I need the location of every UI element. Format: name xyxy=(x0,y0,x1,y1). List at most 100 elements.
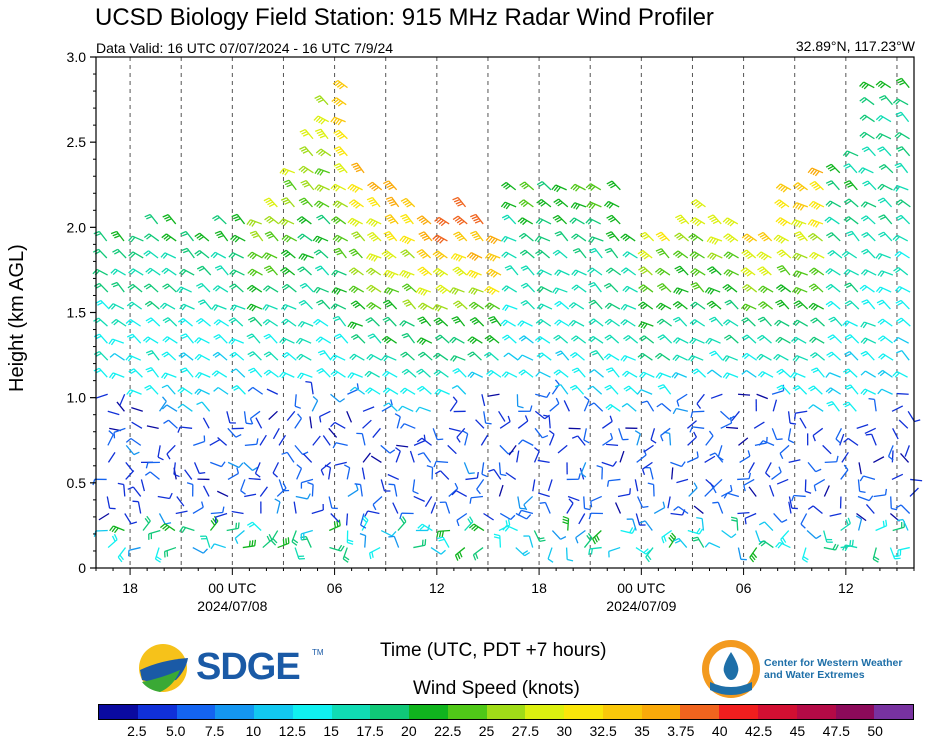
wind-barb xyxy=(696,393,705,409)
wind-barb xyxy=(261,252,278,261)
wind-barb xyxy=(517,439,534,446)
wind-barb xyxy=(890,496,898,511)
wind-barb xyxy=(249,230,264,242)
wind-barb xyxy=(184,469,193,480)
wind-barb xyxy=(452,300,468,310)
wind-barb xyxy=(399,387,416,395)
wind-barb xyxy=(636,389,653,395)
wind-barb xyxy=(825,200,841,208)
wind-barb xyxy=(825,283,841,293)
wind-barb xyxy=(773,513,788,523)
wind-barb xyxy=(587,267,603,276)
wind-barb xyxy=(475,419,485,429)
wind-barb xyxy=(655,248,670,259)
wind-barb xyxy=(231,510,244,515)
wind-barb xyxy=(724,299,739,310)
wind-barb xyxy=(281,352,297,361)
wind-barb xyxy=(195,318,211,327)
wind-barb xyxy=(107,430,114,446)
wind-barb xyxy=(775,336,791,344)
wind-barb xyxy=(194,250,210,259)
wind-barb xyxy=(900,453,910,463)
wind-barb xyxy=(415,287,432,296)
wind-barb xyxy=(383,269,399,279)
wind-barb xyxy=(385,196,400,208)
wind-barb xyxy=(877,318,893,327)
wind-barb xyxy=(840,464,849,480)
wind-barb xyxy=(333,247,347,259)
wind-barb xyxy=(578,513,586,525)
wind-barb xyxy=(520,299,535,310)
wind-barb xyxy=(281,283,297,293)
wind-barb xyxy=(741,249,757,260)
time-gridlines xyxy=(129,57,898,568)
wind-barb xyxy=(470,230,484,242)
wind-barb xyxy=(399,512,414,520)
wind-barb xyxy=(747,462,755,474)
wind-profile-plot: 0 0.5 1.0 1.5 2.0 2.5 3.0 18 00 UTC 2024/07/08 06… xyxy=(67,49,923,614)
wind-barb xyxy=(246,333,261,344)
wind-barb xyxy=(622,251,638,259)
wind-barb xyxy=(210,251,227,259)
wind-barb xyxy=(230,234,246,243)
cw3e-name-line1: Center for Western Weather xyxy=(764,657,903,669)
wind-barb xyxy=(721,530,737,539)
wind-barb xyxy=(194,371,211,379)
wind-barb xyxy=(895,199,911,208)
wind-barb xyxy=(823,543,839,551)
wind-barb xyxy=(571,435,586,446)
wind-barb xyxy=(202,485,210,497)
wind-speed-colorbar xyxy=(98,704,914,720)
wind-barb xyxy=(417,302,434,311)
wind-barb xyxy=(92,478,107,486)
wind-barb xyxy=(483,351,499,361)
wind-barb xyxy=(620,527,636,534)
wind-barb xyxy=(641,400,655,412)
wind-barb xyxy=(467,371,484,379)
wind-barb xyxy=(606,214,621,225)
wind-barb xyxy=(787,411,797,425)
station-coordinates: 32.89°N, 117.23°W xyxy=(795,38,915,54)
wind-barb xyxy=(723,492,740,499)
wind-barb xyxy=(501,181,517,191)
wind-barb xyxy=(192,546,208,554)
x-tick-label: 06 xyxy=(327,580,343,596)
wind-barb xyxy=(231,213,246,225)
wind-barbs xyxy=(92,77,923,563)
wind-barb xyxy=(689,337,705,345)
wind-barb xyxy=(895,317,911,327)
wind-barb xyxy=(476,479,485,495)
wind-barb xyxy=(259,486,268,497)
wind-barb xyxy=(417,316,432,327)
wind-barb xyxy=(722,372,739,379)
wind-barb xyxy=(622,370,638,378)
wind-barb xyxy=(892,428,899,440)
wind-barb xyxy=(829,512,842,517)
wind-barb xyxy=(347,484,359,498)
chart-title: UCSD Biology Field Station: 915 MHz Rada… xyxy=(95,4,714,31)
wind-barb xyxy=(434,334,450,344)
wind-barb xyxy=(93,333,108,344)
wind-barb xyxy=(897,546,910,557)
wind-barb xyxy=(278,218,295,227)
wind-barb xyxy=(568,302,585,310)
wind-barb xyxy=(127,486,142,497)
wind-barb xyxy=(842,150,859,158)
wind-barb xyxy=(263,197,278,208)
wind-barb xyxy=(229,283,244,293)
wind-barb xyxy=(737,547,747,561)
wind-barb xyxy=(291,530,299,546)
wind-barb xyxy=(456,512,468,527)
wind-barb xyxy=(246,219,262,227)
wind-barb xyxy=(672,301,688,310)
wind-barb xyxy=(503,352,519,361)
wind-barb xyxy=(372,495,383,511)
wind-barb xyxy=(877,388,893,395)
wind-barb xyxy=(382,299,398,310)
wind-barb xyxy=(723,269,739,277)
wind-barb xyxy=(569,217,585,225)
colorbar-label: 47.5 xyxy=(822,723,850,739)
wind-barb xyxy=(348,199,364,209)
wind-barb xyxy=(498,484,504,497)
wind-barb xyxy=(672,337,689,344)
